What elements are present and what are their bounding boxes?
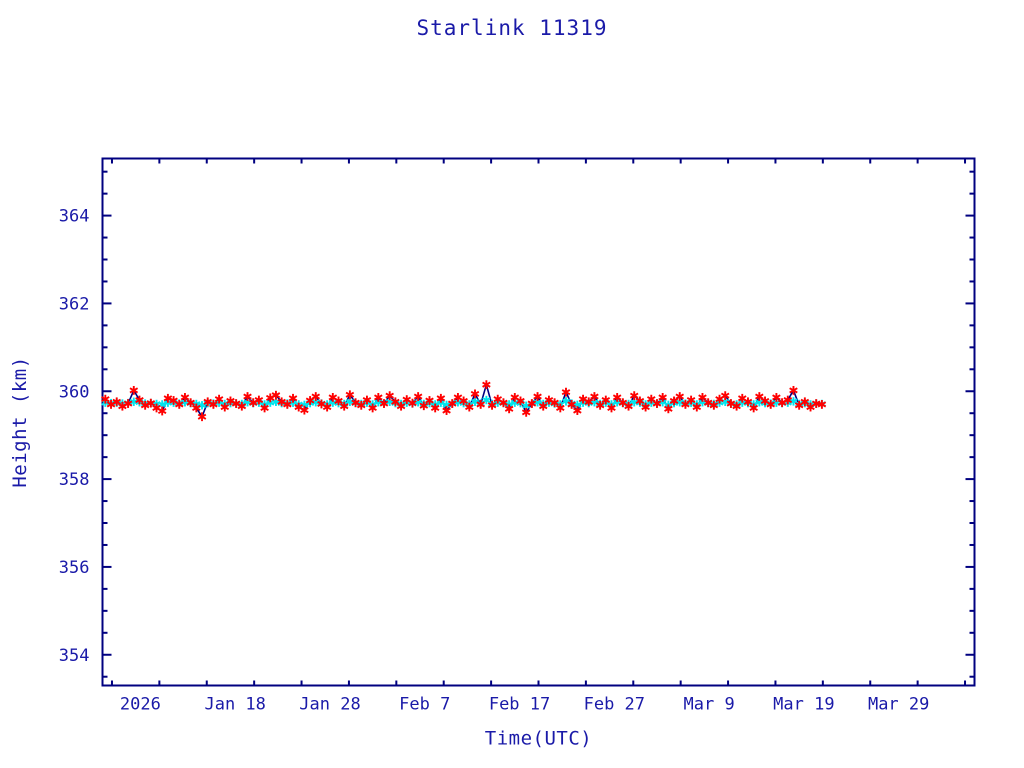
svg-text:360: 360 bbox=[59, 382, 90, 402]
svg-text:358: 358 bbox=[59, 470, 90, 490]
svg-text:Time(UTC): Time(UTC) bbox=[485, 728, 592, 750]
svg-text:Height (km): Height (km) bbox=[9, 356, 31, 487]
svg-text:2026: 2026 bbox=[120, 695, 161, 715]
svg-text:Feb 17: Feb 17 bbox=[489, 695, 550, 715]
svg-text:Feb 7: Feb 7 bbox=[399, 695, 450, 715]
plot-axes bbox=[101, 157, 976, 687]
svg-text:Feb 27: Feb 27 bbox=[584, 695, 645, 715]
svg-text:362: 362 bbox=[59, 294, 90, 314]
page-title: Starlink 11319 bbox=[416, 16, 608, 40]
svg-text:Mar 19: Mar 19 bbox=[773, 695, 834, 715]
svg-text:Mar 29: Mar 29 bbox=[868, 695, 929, 715]
svg-text:354: 354 bbox=[59, 646, 90, 666]
svg-text:Jan 28: Jan 28 bbox=[299, 695, 360, 715]
svg-text:364: 364 bbox=[59, 207, 90, 227]
svg-text:Mar 9: Mar 9 bbox=[684, 695, 735, 715]
plot-labels: 354 356 358 360 362 364 2026 Jan 18 Jan 28 Feb 7 F… bbox=[9, 207, 929, 750]
plot-series bbox=[101, 380, 827, 422]
svg-text:356: 356 bbox=[59, 558, 90, 578]
svg-text:Jan 18: Jan 18 bbox=[204, 695, 265, 715]
